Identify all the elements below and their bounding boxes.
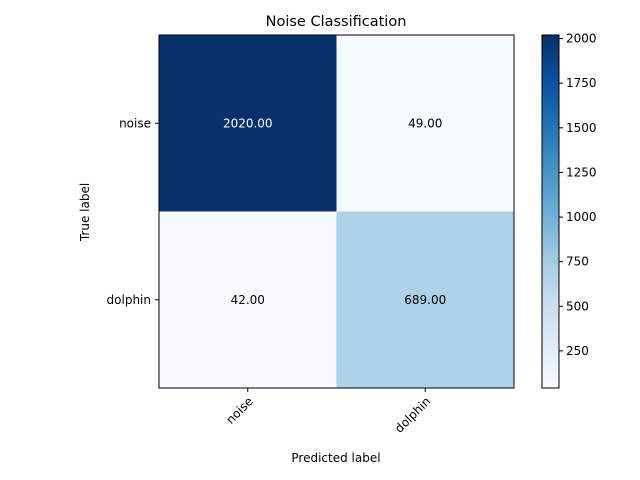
x-tick-label: dolphin	[392, 394, 433, 435]
heatmap-cells	[159, 35, 514, 388]
y-tick-label: dolphin	[107, 293, 151, 307]
chart-title: Noise Classification	[266, 14, 407, 30]
colorbar: 250 500 750 1000 1250 1500 1750 2000	[541, 32, 597, 389]
cell-value-label: 689.00	[404, 293, 446, 307]
y-axis-ticks: noise dolphin	[107, 116, 159, 307]
y-tick-label: noise	[119, 116, 151, 130]
cell-value-label: 49.00	[408, 116, 442, 130]
cell-value-label: 42.00	[231, 293, 265, 307]
colorbar-gradient	[541, 34, 560, 389]
x-axis-label: Predicted label	[291, 451, 380, 465]
colorbar-tick-label: 500	[566, 299, 589, 313]
x-axis-ticks: noise dolphin	[223, 388, 433, 436]
colorbar-tick-label: 750	[566, 255, 589, 269]
colorbar-tick-label: 1750	[566, 76, 597, 90]
cell-value-label: 2020.00	[223, 116, 273, 130]
plot-frame	[158, 34, 515, 389]
colorbar-tick-label: 1000	[566, 210, 597, 224]
y-axis-label: True label	[78, 183, 92, 242]
heatmap-cell	[159, 35, 337, 212]
colorbar-tick-label: 2000	[566, 32, 597, 46]
colorbar-ticks: 250 500 750 1000 1250 1500 1750 2000	[559, 32, 597, 358]
heatmap-cell	[336, 35, 514, 212]
x-tick-label: noise	[223, 394, 255, 426]
heatmap-cell-labels: 2020.00 49.00 42.00 689.00	[223, 116, 446, 307]
colorbar-tick-label: 1250	[566, 165, 597, 179]
colorbar-tick-label: 1500	[566, 121, 597, 135]
heatmap-cell	[159, 211, 337, 388]
colorbar-tick-label: 250	[566, 344, 589, 358]
heatmap-cell	[336, 211, 514, 388]
